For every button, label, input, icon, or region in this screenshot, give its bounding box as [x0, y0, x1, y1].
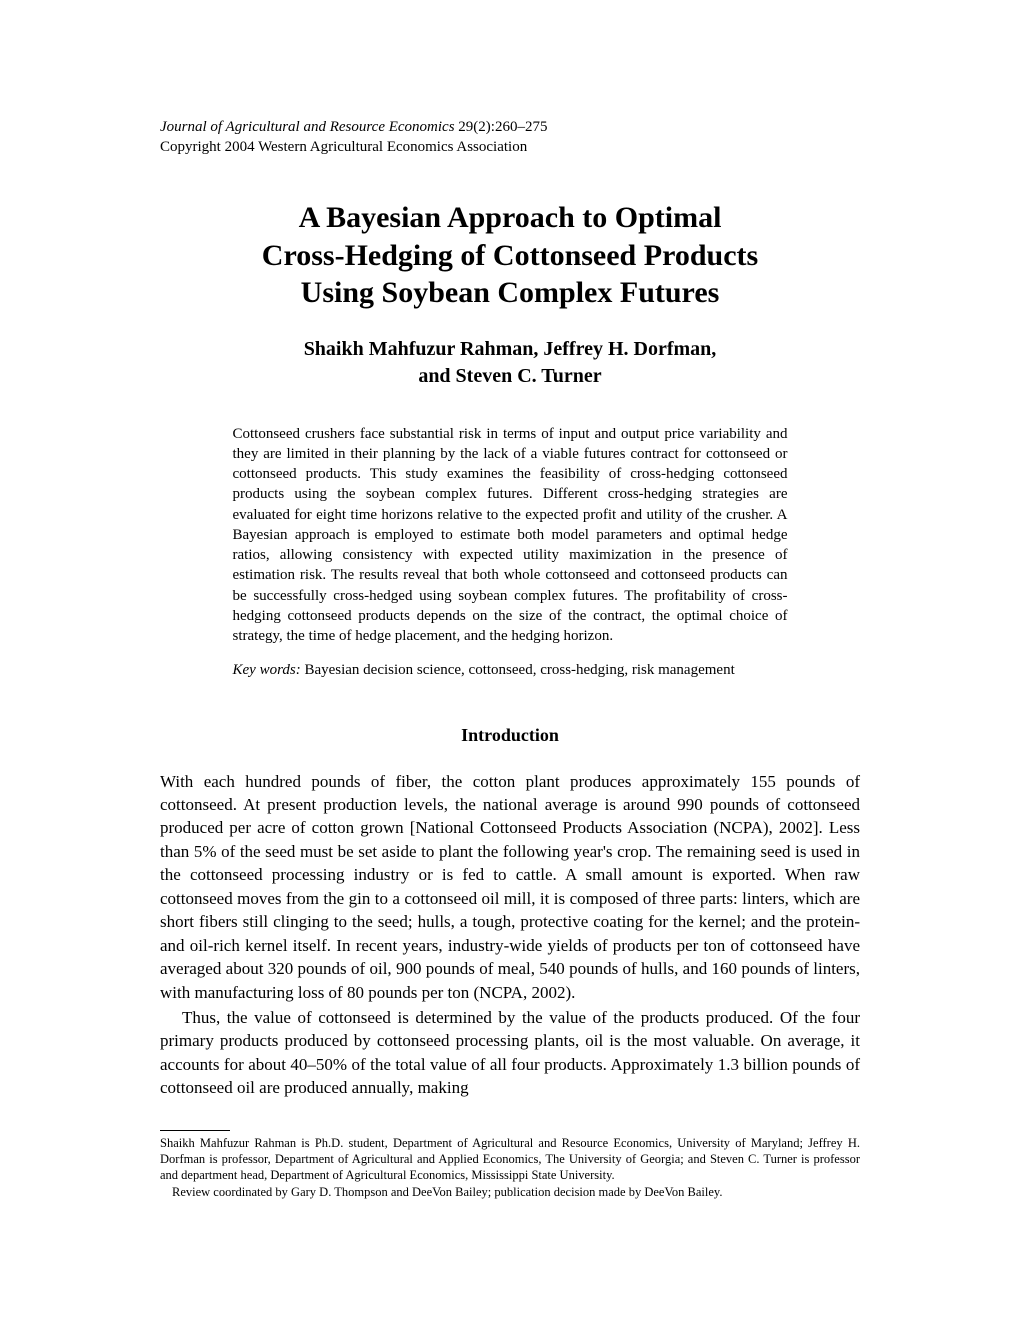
journal-name: Journal of Agricultural and Resource Eco… — [160, 119, 455, 135]
abstract-text: Cottonseed crushers face substantial ris… — [233, 426, 788, 645]
running-header: Journal of Agricultural and Resource Eco… — [160, 118, 860, 157]
title-line-2: Cross-Hedging of Cottonseed Products — [262, 239, 758, 272]
section-heading-introduction: Introduction — [160, 725, 860, 746]
footnote-block: Shaikh Mahfuzur Rahman is Ph.D. student,… — [160, 1135, 860, 1200]
title-line-3: Using Soybean Complex Futures — [301, 276, 720, 309]
journal-volume-pages: 29(2):260–275 — [455, 119, 548, 135]
body-paragraph-1: With each hundred pounds of fiber, the c… — [160, 770, 860, 1005]
abstract: Cottonseed crushers face substantial ris… — [233, 424, 788, 647]
keywords-label: Key words: — [233, 662, 301, 678]
body-paragraph-2: Thus, the value of cottonseed is determi… — [160, 1006, 860, 1100]
copyright-line: Copyright 2004 Western Agricultural Econ… — [160, 138, 860, 158]
footnote-affiliations: Shaikh Mahfuzur Rahman is Ph.D. student,… — [160, 1136, 860, 1183]
keywords-text: Bayesian decision science, cottonseed, c… — [301, 662, 735, 678]
keywords: Key words: Bayesian decision science, co… — [233, 660, 788, 680]
authors-line-1: Shaikh Mahfuzur Rahman, Jeffrey H. Dorfm… — [304, 338, 717, 360]
paper-page: Journal of Agricultural and Resource Eco… — [0, 0, 1020, 1260]
journal-citation: Journal of Agricultural and Resource Eco… — [160, 119, 547, 135]
author-block: Shaikh Mahfuzur Rahman, Jeffrey H. Dorfm… — [160, 336, 860, 390]
paper-title: A Bayesian Approach to Optimal Cross-Hed… — [160, 199, 860, 312]
title-line-1: A Bayesian Approach to Optimal — [299, 201, 722, 234]
authors-line-2: and Steven C. Turner — [418, 365, 601, 387]
footnote-separator — [160, 1130, 230, 1131]
footnote-review: Review coordinated by Gary D. Thompson a… — [160, 1184, 860, 1200]
